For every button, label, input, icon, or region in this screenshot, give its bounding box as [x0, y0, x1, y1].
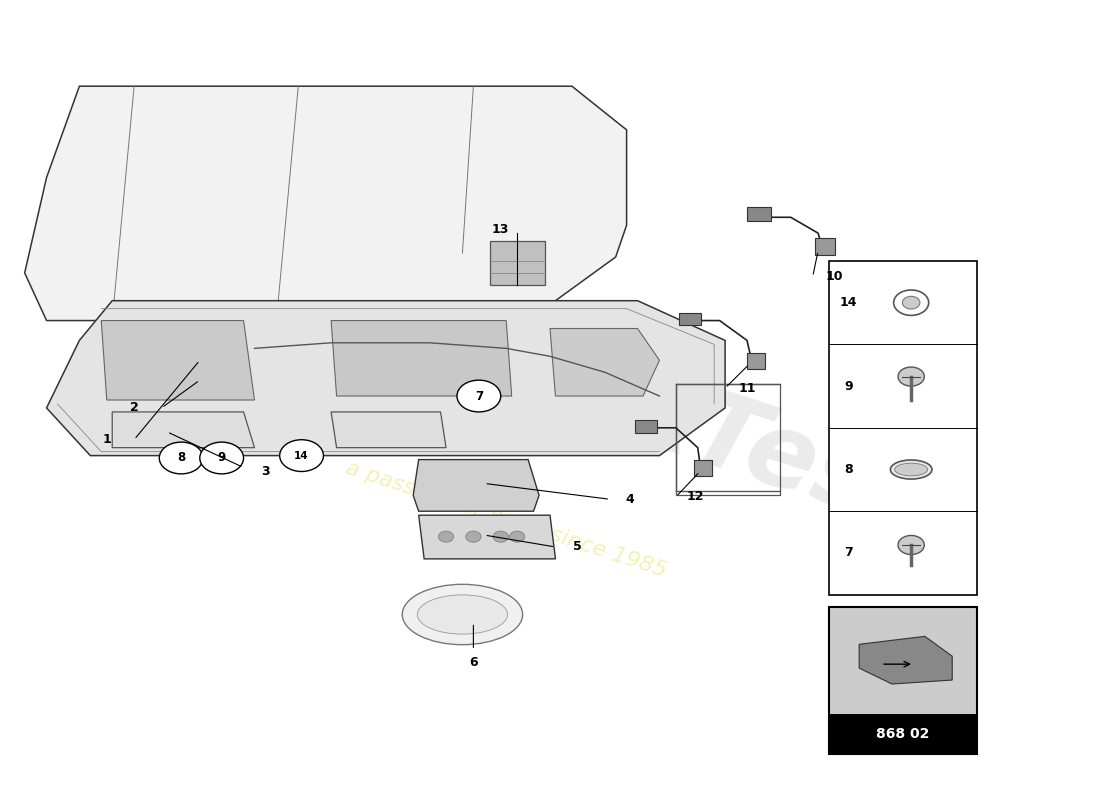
Bar: [636, 420, 658, 433]
Circle shape: [200, 442, 243, 474]
Text: 14: 14: [840, 296, 858, 309]
Text: 10: 10: [826, 270, 844, 283]
Circle shape: [456, 380, 501, 412]
Text: 12: 12: [686, 490, 704, 503]
Text: 9: 9: [218, 451, 226, 465]
Text: 868 02: 868 02: [877, 726, 930, 741]
Text: a passion for parts since 1985: a passion for parts since 1985: [343, 458, 669, 581]
Bar: [829, 714, 977, 754]
Text: 6: 6: [469, 656, 477, 669]
Circle shape: [509, 531, 525, 542]
Polygon shape: [101, 321, 254, 400]
Circle shape: [898, 535, 924, 554]
Polygon shape: [419, 515, 556, 559]
Bar: [829, 261, 977, 594]
Bar: [747, 353, 764, 369]
Text: 13: 13: [492, 222, 509, 236]
Text: 14: 14: [294, 450, 309, 461]
Text: euroPARTes: euroPARTes: [210, 231, 890, 538]
Circle shape: [160, 442, 204, 474]
Circle shape: [893, 290, 928, 315]
Polygon shape: [46, 301, 725, 456]
Polygon shape: [859, 636, 953, 684]
Polygon shape: [331, 321, 512, 396]
Ellipse shape: [890, 460, 932, 479]
Circle shape: [439, 531, 453, 542]
Text: 7: 7: [845, 546, 854, 559]
Circle shape: [898, 367, 924, 386]
Bar: [679, 313, 701, 326]
Text: 7: 7: [475, 390, 483, 402]
Text: 8: 8: [845, 463, 854, 476]
Bar: [694, 460, 712, 476]
Circle shape: [493, 531, 508, 542]
Polygon shape: [414, 459, 539, 511]
Ellipse shape: [417, 595, 507, 634]
Text: 8: 8: [177, 451, 185, 465]
Text: 5: 5: [573, 541, 582, 554]
Polygon shape: [112, 412, 254, 448]
Bar: [490, 241, 544, 285]
Text: 2: 2: [130, 402, 139, 414]
Text: 1: 1: [102, 434, 111, 446]
Circle shape: [465, 531, 481, 542]
Polygon shape: [550, 329, 659, 396]
Bar: [829, 606, 977, 754]
Bar: [747, 207, 771, 222]
Text: 4: 4: [626, 493, 635, 506]
Ellipse shape: [403, 584, 522, 645]
Ellipse shape: [894, 463, 927, 476]
Text: 11: 11: [738, 382, 756, 394]
Polygon shape: [331, 412, 446, 448]
Bar: [815, 238, 835, 255]
Circle shape: [902, 296, 920, 309]
Polygon shape: [24, 86, 627, 321]
Text: 3: 3: [261, 465, 270, 478]
Text: 9: 9: [845, 379, 854, 393]
Circle shape: [279, 440, 323, 471]
